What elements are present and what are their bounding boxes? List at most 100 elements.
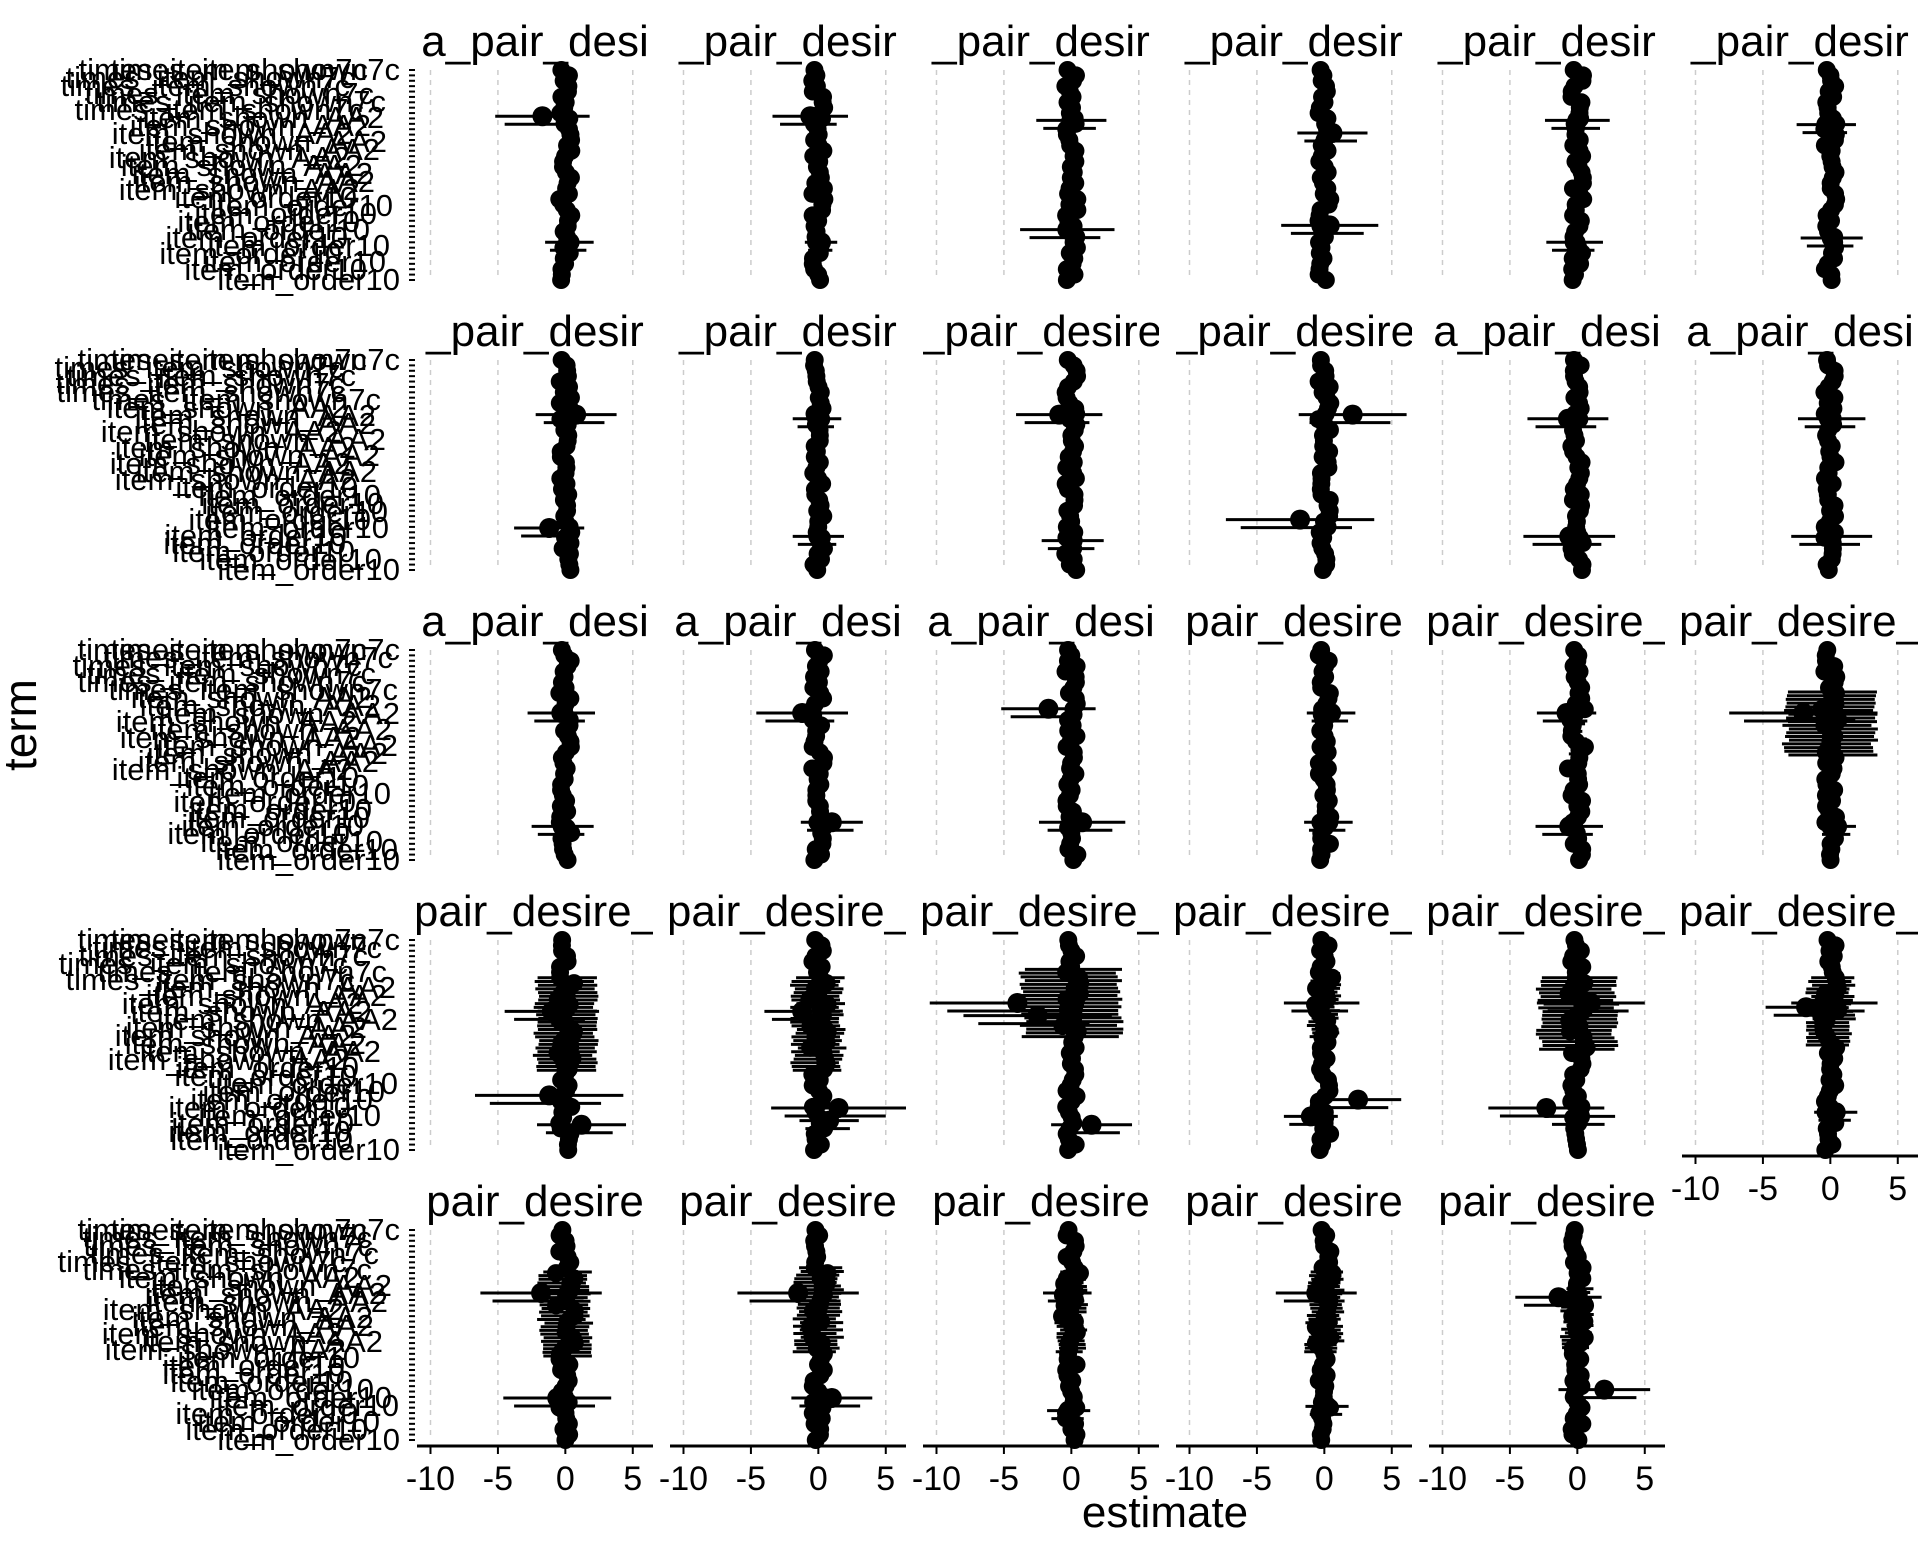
estimate-point (1058, 1400, 1079, 1421)
term-label: item_shown_AA2 (126, 1010, 367, 1045)
facet-title: pair_desire_ (1679, 597, 1920, 646)
term-labels-4: times_item_shown7ctimes_item_shown7ctime… (59, 922, 415, 1167)
facet-panel-r2-c2: _pair_desir (678, 307, 897, 579)
facet-panel-r1-c1: a_pair_desi (421, 17, 649, 289)
facet-title: pair_desire (1185, 597, 1403, 646)
estimate-point (819, 1110, 840, 1131)
estimate-point (1570, 1106, 1591, 1127)
term-label: item_order10 (162, 1348, 345, 1383)
term-label: item_order10 (175, 1396, 358, 1431)
facet-panel-r1-c4: _pair_desir (1184, 17, 1403, 289)
estimate-point (1796, 997, 1817, 1018)
term-label: times_item_shown7c (98, 954, 387, 989)
x-tick-label: 0 (1568, 1460, 1587, 1498)
estimate-point (788, 1283, 809, 1303)
estimate-point (552, 816, 573, 837)
x-tick-label: -5 (989, 1460, 1019, 1498)
term-label: times_item_shown7c (55, 350, 344, 385)
x-tick-label: -10 (659, 1460, 708, 1498)
term-label: times_item_shown7c (78, 922, 367, 957)
x-tick-label: -10 (912, 1460, 961, 1498)
estimate-point (1827, 816, 1848, 837)
term-label: item_order10 (194, 196, 377, 231)
facet-panel-r3-c5: pair_desire_ (1426, 597, 1669, 869)
term-label: item_shown_AA2 (140, 1034, 381, 1069)
x-tick-label: 5 (1888, 1170, 1907, 1208)
x-tick-label: -5 (483, 1460, 513, 1498)
estimate-point (1793, 703, 1814, 723)
term-label: item_order10 (187, 212, 370, 247)
term-label: item_order10 (200, 824, 383, 859)
facet-title: a_pair_desi (1686, 307, 1914, 356)
facet-title: pair_desire_ (1173, 887, 1416, 936)
estimate-point (539, 518, 560, 538)
term-label: item_shown_AA2 (109, 140, 350, 175)
term-label: item_shown_AA2 (138, 744, 379, 779)
estimate-point (811, 232, 832, 253)
x-tick-label: 0 (556, 1460, 575, 1498)
facet-title: _pair_desire (919, 307, 1162, 356)
facet-panel-r4-c3: pair_desire_ (923, 887, 1159, 1159)
estimate-point (1027, 1005, 1048, 1026)
term-label: times_item_shown7c (83, 1220, 372, 1255)
term-label: item_shown_AA2 (146, 978, 387, 1013)
term-label: item_shown_AA2 (157, 728, 398, 763)
facet-title: pair_desire_ (1426, 597, 1669, 646)
estimate-point (1557, 408, 1578, 429)
facet-title: _pair_desir (678, 17, 897, 66)
x-tick-label: 5 (1382, 1460, 1401, 1498)
estimate-point (561, 561, 580, 579)
term-label: item_order10 (198, 478, 381, 513)
facet-panel-r2-c1: _pair_desir (425, 307, 644, 579)
estimate-point (1567, 110, 1588, 131)
term-label: item_order10 (170, 1122, 353, 1157)
facet-panel-r2-c6: a_pair_desi (1686, 307, 1914, 579)
estimate-point (1081, 1114, 1102, 1135)
term-label: item_shown_AA2 (134, 164, 375, 199)
term-label: item_shown_AA2 (159, 696, 400, 731)
estimate-point (792, 1001, 813, 1022)
term-label: item_order10 (215, 1066, 398, 1101)
facet-panel-r4-c2: pair_desire_ (670, 887, 906, 1159)
x-tick-label: 0 (1315, 1460, 1334, 1498)
term-label: item_shown_AA2 (145, 422, 386, 457)
term-label: item_shown_AA2 (151, 712, 392, 747)
x-tick-label: 0 (809, 1460, 828, 1498)
term-label: item_shown_AA2 (147, 736, 388, 771)
facet-panel-r4-c4: pair_desire_ (1173, 887, 1416, 1159)
term-label: item_order10 (202, 1074, 385, 1109)
term-label: item_shown_AA2 (142, 1324, 383, 1359)
estimate-point (551, 703, 572, 723)
x-tick-label: 5 (1129, 1460, 1148, 1498)
term-label: times_item_shown7c (111, 52, 400, 87)
term-label: times_item_shown7c (66, 962, 355, 997)
term-label: item_shown_AA2 (139, 132, 380, 167)
term-label: item_order10 (177, 1340, 360, 1375)
estimate-point (1563, 271, 1582, 289)
estimate-point (1057, 219, 1078, 240)
term-label: times_item_shown7c (67, 358, 356, 393)
term-label: item_order10 (206, 510, 389, 545)
facet-title: pair_desire (426, 1177, 644, 1226)
term-label: item_order10 (159, 236, 342, 271)
term-label: item_shown_AA2 (133, 1308, 374, 1343)
facet-panel-r4-c5: pair_desire_ (1429, 887, 1665, 1159)
term-label: times_item_shown7c (111, 922, 400, 957)
term-label: times_item_shown7c (66, 60, 355, 95)
estimate-point (1062, 530, 1083, 551)
facet-title: _pair_desir (1690, 17, 1909, 66)
term-label: item_shown_AA2 (143, 100, 384, 135)
term-label: item_order10 (215, 832, 398, 867)
term-label: item_shown_AA2 (107, 390, 348, 425)
facet-panel-r3-c6: pair_desire_ (1679, 597, 1920, 869)
term-label: times_item_shown7c (56, 366, 345, 401)
facet-title: _pair_desir (678, 307, 897, 356)
estimate-point (1825, 1102, 1846, 1123)
estimate-point (1564, 232, 1585, 253)
estimate-point (1321, 703, 1342, 723)
term-label: item_order10 (172, 534, 355, 569)
term-label: item_order10 (171, 1106, 354, 1141)
x-tick-label: -5 (1748, 1170, 1778, 1208)
term-label: item_order10 (209, 1380, 392, 1415)
term-label: times_item_shown7c (79, 52, 368, 87)
